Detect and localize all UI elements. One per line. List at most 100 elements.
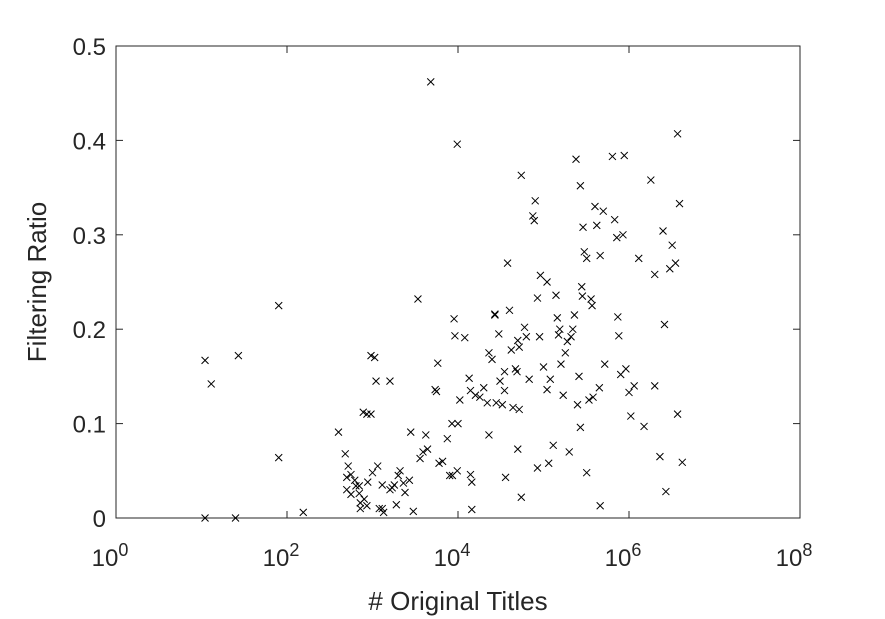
y-tick-label: 0 — [93, 506, 106, 533]
data-point — [640, 422, 648, 431]
data-point — [231, 514, 240, 522]
data-point — [342, 473, 351, 482]
data-point — [394, 471, 403, 480]
data-point — [485, 348, 493, 357]
data-point — [650, 270, 659, 279]
data-point — [392, 500, 401, 509]
data-point — [565, 448, 574, 456]
x-tick-label: 102 — [263, 540, 300, 572]
x-tick-exponent: 0 — [118, 540, 128, 560]
data-point — [450, 314, 458, 323]
data-point — [451, 331, 459, 340]
data-point — [299, 508, 308, 517]
data-point — [423, 445, 432, 453]
data-point — [608, 152, 617, 161]
x-tick-base: 10 — [263, 545, 290, 572]
data-point — [528, 212, 537, 220]
data-point — [496, 377, 504, 385]
data-point — [414, 295, 422, 303]
data-point — [352, 482, 360, 490]
data-point — [471, 391, 480, 400]
data-point — [533, 294, 542, 302]
x-tick-exponent: 8 — [802, 540, 812, 560]
data-point — [344, 462, 353, 470]
data-point — [587, 295, 595, 303]
data-point — [588, 301, 596, 310]
data-point — [543, 278, 551, 286]
data-point — [483, 398, 492, 407]
data-point — [561, 348, 570, 357]
data-point — [625, 388, 633, 397]
data-point — [409, 507, 418, 516]
y-tick-label: 0.1 — [73, 412, 106, 439]
data-point — [671, 259, 680, 267]
data-point — [555, 325, 564, 334]
data-point — [610, 215, 619, 224]
data-point — [572, 155, 580, 164]
data-point — [577, 282, 586, 291]
data-point — [530, 216, 539, 225]
data-point — [368, 468, 377, 477]
data-point — [579, 223, 587, 232]
data-point — [475, 393, 484, 402]
data-point — [673, 129, 682, 138]
data-point — [599, 207, 608, 216]
data-point — [576, 181, 585, 190]
data-point — [531, 196, 540, 205]
data-point — [372, 377, 380, 385]
x-tick-labels: 100 102 104 106 108 — [92, 540, 813, 572]
data-point — [543, 385, 551, 394]
data-point — [501, 473, 510, 482]
data-point — [678, 458, 687, 467]
data-point — [359, 408, 368, 417]
data-point — [334, 428, 343, 436]
data-point — [367, 351, 375, 360]
data-point — [491, 311, 499, 319]
data-point — [515, 405, 524, 414]
data-point — [467, 478, 476, 486]
data-point — [419, 448, 427, 456]
data-point — [535, 332, 544, 341]
data-point — [448, 419, 456, 428]
data-point — [341, 449, 350, 458]
data-point — [347, 470, 355, 479]
data-point — [513, 367, 521, 376]
data-point — [539, 363, 548, 371]
data-point — [373, 462, 382, 470]
data-point — [432, 387, 441, 396]
data-point — [568, 325, 577, 334]
axis-ticks — [115, 45, 801, 519]
data-point — [660, 320, 669, 329]
data-point — [675, 199, 684, 208]
x-tick-exponent: 4 — [460, 540, 470, 560]
data-point — [438, 457, 447, 466]
x-tick-exponent: 2 — [289, 540, 299, 560]
data-point — [646, 176, 655, 184]
data-point — [582, 468, 591, 477]
data-point — [453, 466, 462, 475]
data-point — [401, 488, 409, 497]
x-tick-base: 10 — [605, 545, 632, 572]
data-point — [494, 330, 503, 338]
data-point — [509, 403, 517, 412]
data-point — [612, 233, 621, 242]
data-point — [416, 454, 424, 463]
data-points — [201, 78, 687, 522]
data-point — [363, 501, 371, 510]
data-point — [549, 441, 558, 450]
data-point — [596, 251, 605, 260]
data-point — [563, 337, 572, 346]
data-point — [552, 291, 560, 300]
data-point — [465, 374, 473, 383]
data-point — [600, 360, 609, 368]
data-point — [613, 313, 622, 321]
data-point — [515, 343, 524, 351]
data-point — [536, 271, 545, 280]
data-point — [595, 383, 604, 392]
data-point — [363, 478, 372, 486]
data-point — [355, 482, 364, 490]
data-point — [592, 221, 601, 230]
data-point — [396, 466, 404, 475]
data-point — [559, 391, 568, 400]
